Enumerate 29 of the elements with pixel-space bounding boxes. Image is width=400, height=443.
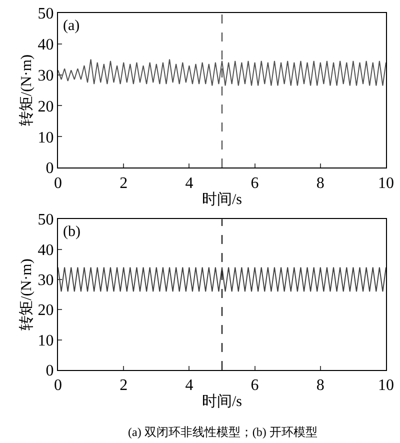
y-tick-label: 30 [38, 272, 54, 290]
annotation: (a) [63, 18, 80, 34]
y-tick-label: 40 [38, 242, 54, 259]
text: (a) 双闭环非线性模型；(b) 开环模型 [128, 425, 318, 439]
y-tick-label: 20 [38, 98, 54, 116]
x-tick-label: 4 [185, 377, 194, 394]
annotation: (b) [63, 224, 80, 240]
y-tick-label: 0 [46, 160, 54, 178]
y-tick-label: 10 [38, 129, 54, 146]
y-tick-label: 20 [38, 302, 54, 320]
y-tick-label: 40 [38, 36, 54, 54]
x-tick-label: 8 [316, 174, 324, 192]
y-tick-label: 50 [38, 212, 54, 229]
x-tick-label: 10 [378, 377, 394, 394]
x-tick-label: 2 [120, 377, 128, 394]
y-tick-label: 0 [46, 362, 54, 380]
y-axis-title: 转矩/(N·m) [18, 258, 36, 330]
x-tick-label: 10 [378, 174, 394, 192]
x-tick-label: 6 [250, 174, 259, 192]
x-axis-title: 时间/s [202, 393, 242, 410]
x-tick-label: 8 [316, 377, 324, 394]
x-tick-label: 4 [185, 174, 194, 192]
x-axis-title: 时间/s [202, 190, 242, 208]
y-tick-label: 50 [38, 6, 54, 23]
x-tick-label: 6 [250, 377, 259, 394]
y-axis-title: 转矩/(N·m) [18, 54, 36, 126]
y-tick-label: 30 [38, 67, 54, 84]
y-tick-label: 10 [38, 332, 54, 350]
x-tick-label: 2 [120, 174, 128, 192]
